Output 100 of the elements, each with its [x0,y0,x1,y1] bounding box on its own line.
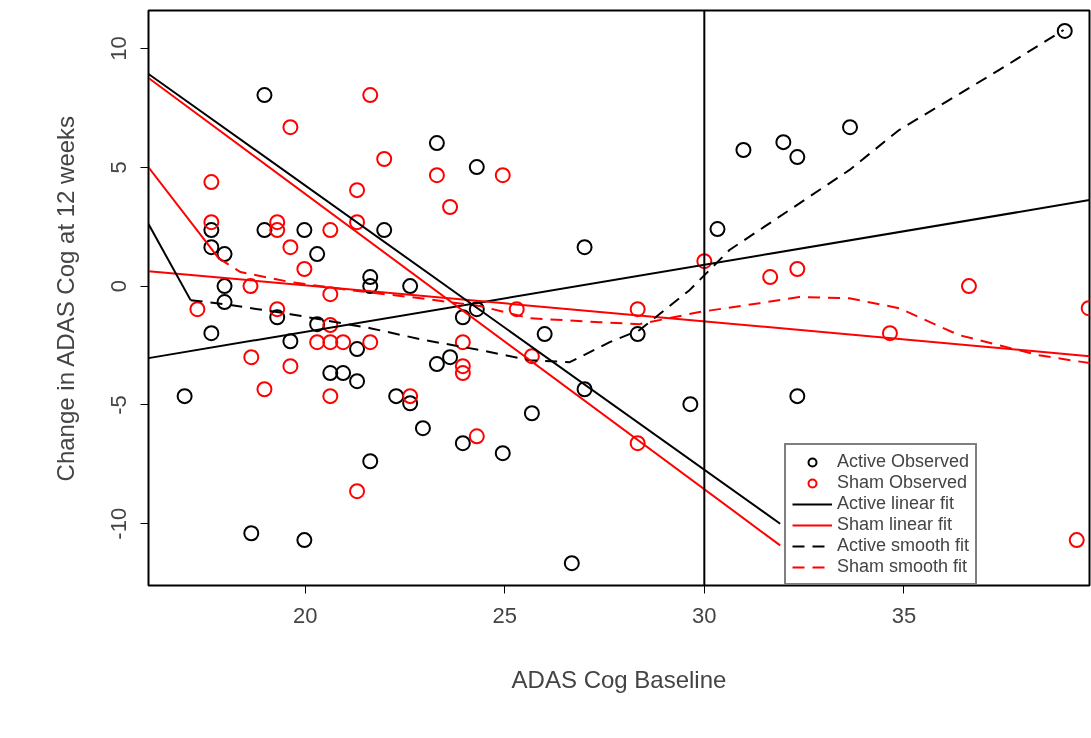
point [576,381,593,398]
legend-label: Active linear fit [837,493,955,514]
point [322,222,339,239]
point [203,174,220,191]
point [335,365,352,382]
point [442,199,459,215]
point [682,396,699,413]
point [269,309,286,326]
y-tick-label: -10 [106,507,132,540]
point [709,221,726,238]
point [322,388,339,405]
point [576,239,593,256]
point [402,278,419,295]
point [696,253,713,270]
point [269,222,286,239]
point [322,317,339,334]
point [376,151,393,167]
point [402,388,419,405]
point [203,222,220,239]
point [454,309,471,326]
point [468,159,485,176]
point [454,365,471,382]
legend-label: Active Observed [837,451,970,472]
point [216,278,233,295]
y-tick-label: -5 [106,395,132,415]
x-axis-title: ADAS Cog Baseline [511,665,727,693]
point [402,395,419,412]
x-tick-label: 35 [891,602,917,628]
point [789,261,806,277]
point [309,334,326,351]
point [762,269,779,286]
legend-label: Sham smooth fit [837,556,968,577]
point [349,483,366,500]
point [349,214,366,231]
point [349,373,366,390]
point [454,358,471,375]
point [536,326,553,343]
point [349,182,366,199]
point [362,278,379,295]
point [442,349,459,366]
point [362,269,379,286]
x-tick-label: 20 [292,602,318,628]
point [269,301,286,318]
point [282,358,299,375]
y-tick-label: 5 [106,161,132,174]
legend-label: Sham linear fit [837,514,953,535]
point [203,325,220,342]
point [322,286,339,303]
point [362,453,379,470]
point [563,555,580,572]
point [629,326,646,343]
point [1056,22,1073,39]
point [203,214,220,231]
point [296,222,313,239]
point [362,334,379,351]
point [428,135,445,152]
point [322,334,339,351]
point [428,356,445,373]
point [468,428,485,445]
point [282,239,299,256]
point [454,435,471,452]
point [842,119,859,136]
point [789,388,806,405]
point [468,301,485,318]
point [243,525,260,542]
legend-label: Active smooth fit [837,535,970,556]
point [1068,532,1085,549]
point [494,167,511,184]
point [189,301,206,318]
point [256,381,273,398]
point [508,301,525,318]
point [376,222,393,239]
x-tick-label: 30 [692,602,717,628]
point [335,334,352,351]
point [523,348,540,365]
point [523,405,540,422]
point [216,294,233,311]
x-tick-label: 25 [492,602,517,628]
point [282,333,299,350]
point [428,167,445,184]
point [349,341,366,358]
point [176,388,193,405]
point [789,149,806,166]
point [735,141,752,158]
point [494,445,511,462]
point [256,222,273,239]
point [454,334,471,351]
point [309,246,326,263]
point [414,420,431,437]
y-tick-label: 0 [106,279,132,293]
point [256,87,273,104]
point [282,119,299,136]
point [775,134,792,151]
point [243,349,260,366]
point [309,316,326,333]
y-axis-title: Change in ADAS Cog at 12 weeks [51,115,79,482]
point [881,325,898,342]
point [296,532,313,549]
point [362,87,379,104]
point [388,388,405,405]
